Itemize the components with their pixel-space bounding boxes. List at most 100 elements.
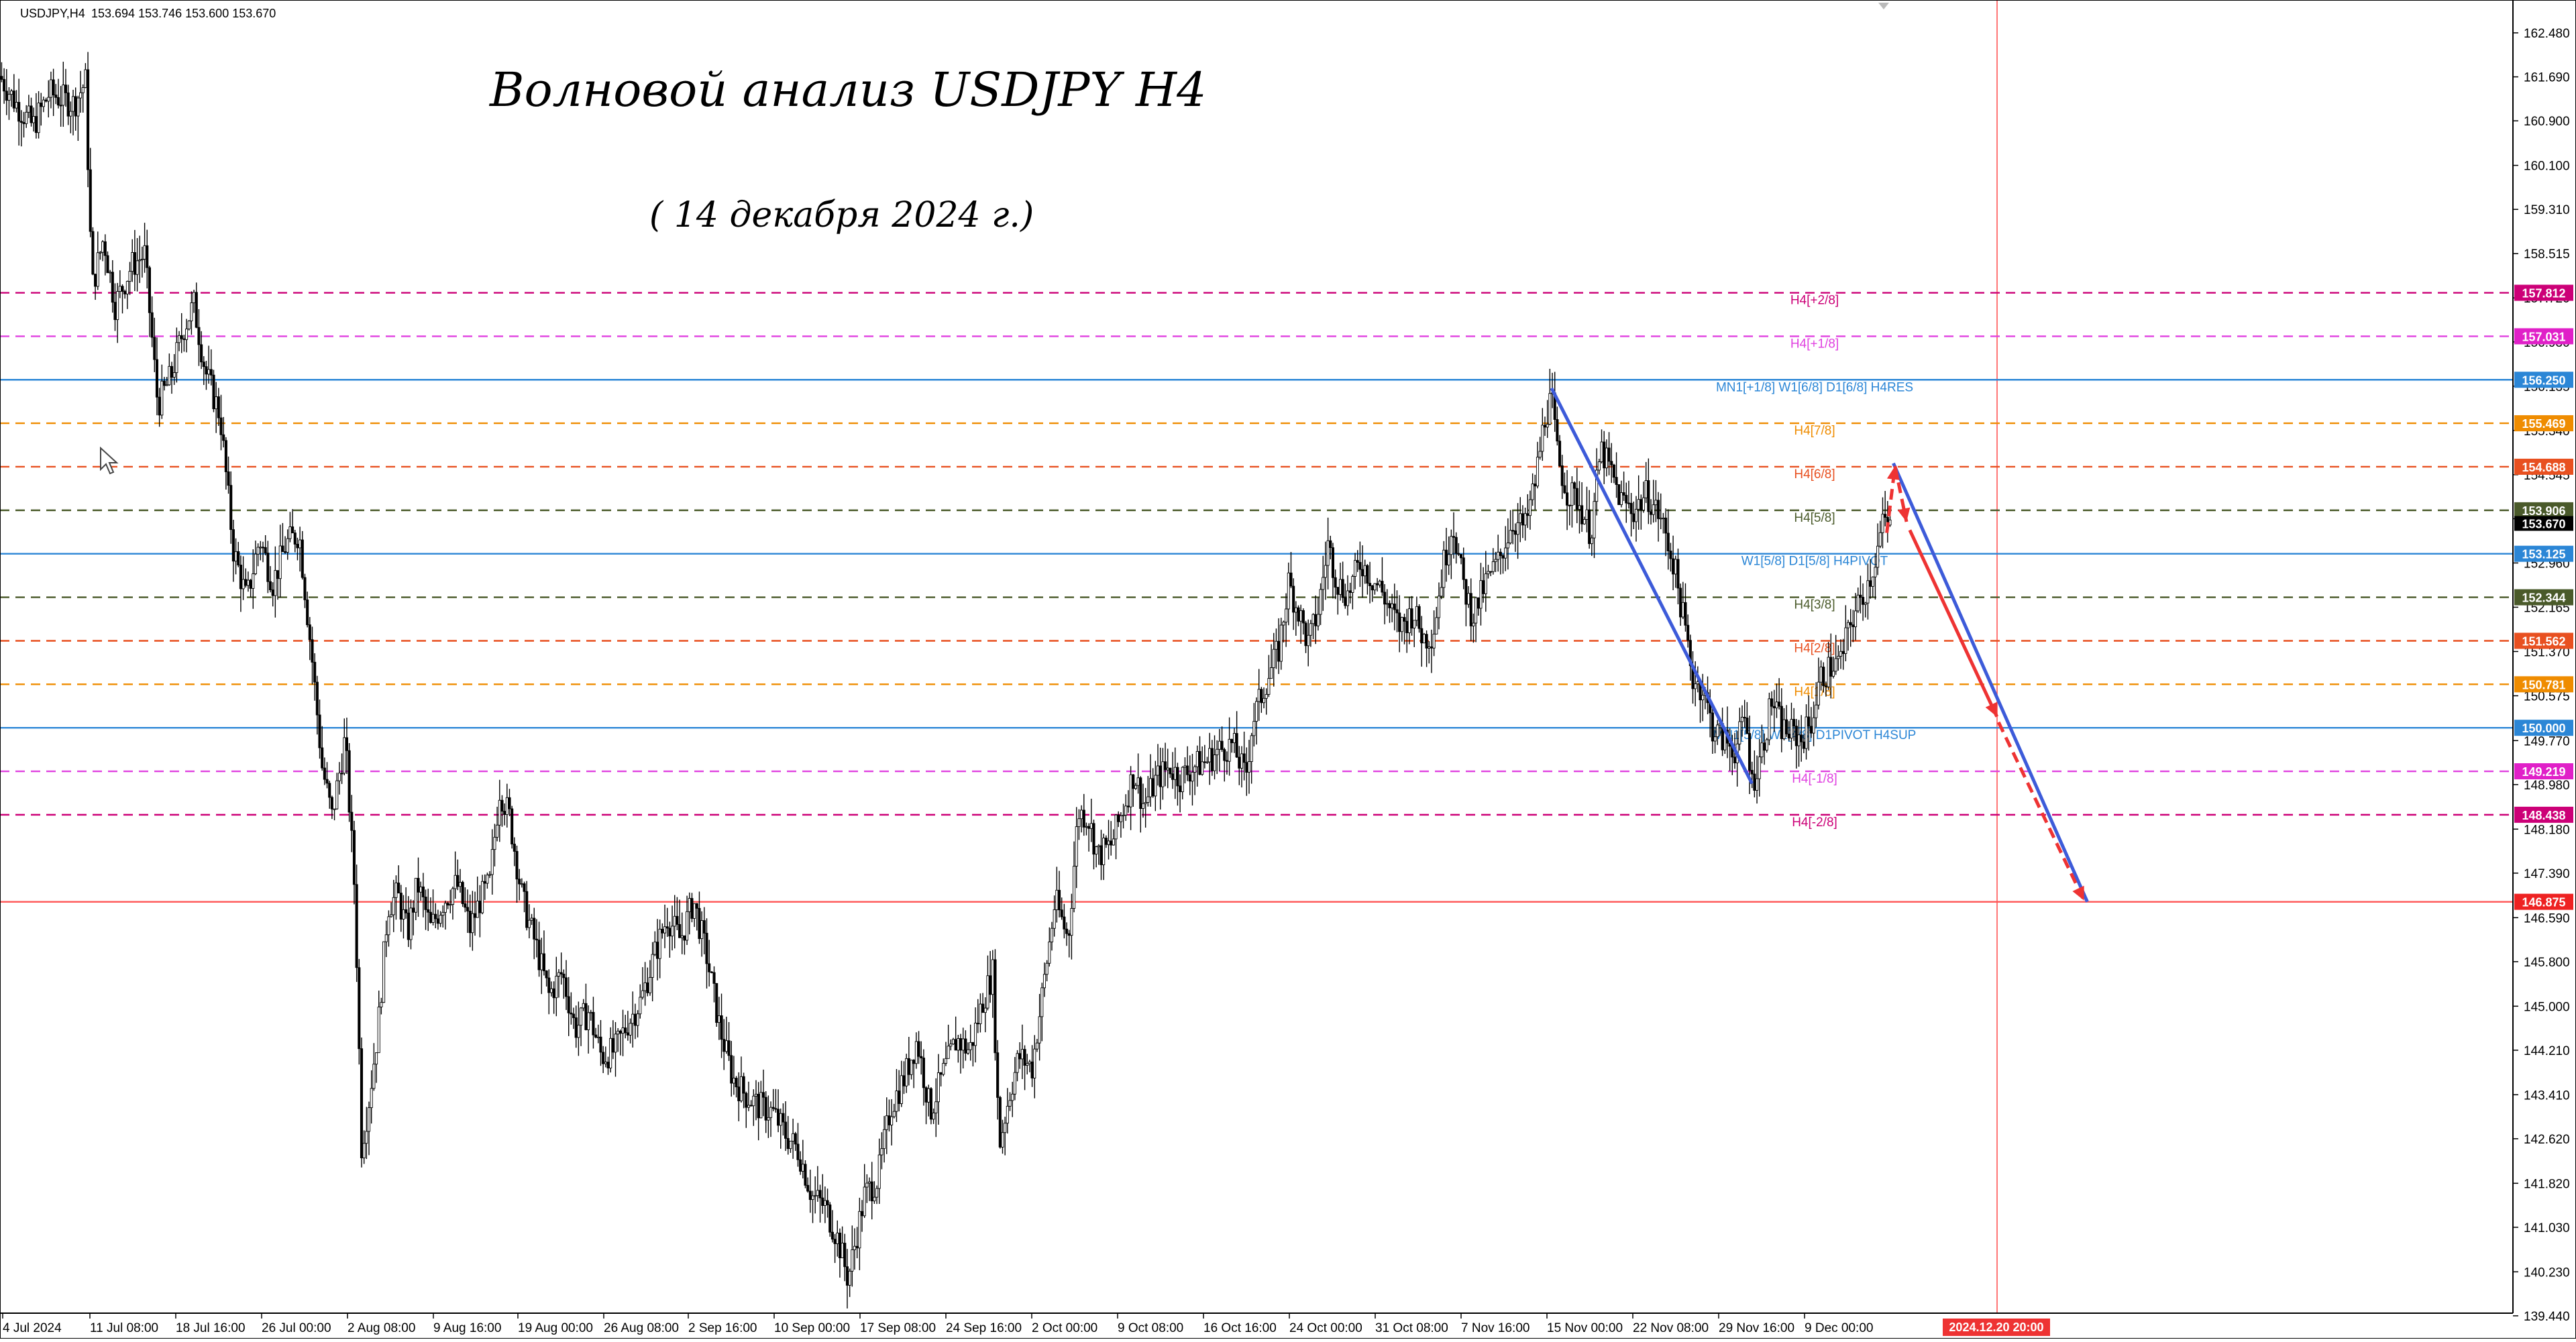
price-tag [2514,720,2573,736]
candle-body [1831,671,1835,677]
candle-body [924,1087,928,1103]
candle-body [1205,761,1209,763]
x-tick-label: 9 Aug 16:00 [433,1321,501,1335]
candle-body [162,380,166,386]
candle-body [1536,457,1540,487]
candle-body [1681,602,1684,618]
candle-body [661,928,664,934]
candle-body [833,1239,837,1244]
candle-body [1092,823,1095,855]
candle-body [1247,761,1251,773]
candle-body [318,714,321,748]
candle-body [1166,767,1169,771]
candle-body [1216,748,1219,756]
level-label: H4[6/8] [1794,467,1835,482]
candle-body [193,292,196,303]
candle-body [466,907,470,911]
candle-body [511,808,514,845]
candle-body [458,882,462,887]
candle-body [1578,505,1581,510]
candle-body [1450,536,1453,555]
candle-body [1659,518,1662,520]
candle-body [1556,419,1559,442]
candle-body [1260,689,1263,704]
candle-body [1097,845,1100,847]
level-label: H4[-2/8] [1792,816,1837,830]
candle-body [1632,513,1635,522]
candle-body [643,982,647,991]
candle-body [1265,693,1268,699]
candle-body [382,941,386,1003]
candle-body [1807,716,1811,727]
candle-body [732,1078,735,1084]
candle-body [1629,502,1633,514]
candle-body [1447,554,1450,565]
level-label: H4[5/8] [1794,511,1835,525]
price-tag-label: 148.438 [2522,809,2565,822]
candle-body [1198,750,1201,775]
candle-body [1067,933,1071,936]
price-tag [2514,763,2573,780]
candle-body [1595,469,1599,502]
candle-body [1218,740,1221,750]
candle-body [885,1115,888,1130]
candle-body [12,91,15,109]
candle-body [927,1088,930,1103]
candle-body [1371,585,1374,591]
candle-body [619,1030,622,1034]
candle-body [1289,572,1293,587]
candle-body [1110,840,1113,846]
candle-body [1099,845,1103,865]
candle-body [841,1243,844,1258]
candle-body [299,539,302,549]
candle-body [639,997,642,1015]
candle-body [757,1094,760,1119]
candle-body [212,374,215,410]
candle-body [1368,583,1372,586]
candle-body [690,898,694,919]
candle-body [611,1038,614,1053]
candle-body [951,1039,955,1045]
candle-body [1038,1016,1041,1044]
candle-body [1649,511,1653,515]
candle-body [291,526,294,534]
candle-body [806,1184,810,1192]
price-tag-label: 156.250 [2522,374,2565,387]
level-label: MN1[+1/8] W1[6/8] D1[6/8] H4RES [1716,380,1913,394]
candle-body [981,1003,985,1013]
candle-body [922,1058,925,1088]
candle-body [370,1088,373,1109]
candle-body [602,1052,605,1064]
candle-body [1479,580,1483,609]
candle-body [278,545,282,579]
price-tag-label: 149.219 [2522,765,2565,779]
candle-body [419,886,423,893]
y-tick-label: 158.515 [2524,247,2570,262]
candle-body [658,928,661,959]
candle-body [944,1058,948,1064]
candle-body [747,1105,751,1108]
candle-body [1672,558,1675,575]
candle-body [1694,683,1697,689]
candle-body [158,396,161,416]
candle-body [1489,571,1493,573]
candle-body [1136,777,1140,786]
candle-body [961,1038,965,1051]
candle-body [700,920,704,940]
candle-body [1654,500,1658,506]
y-tick-label: 145.000 [2524,1000,2570,1014]
candle-body [1425,634,1428,649]
candle-body [308,624,311,640]
candle-body [1173,767,1177,780]
candle-body [932,1113,935,1120]
candle-body [1511,530,1515,532]
candle-body [1013,1072,1016,1095]
price-tag [2514,589,2573,606]
candle-body [155,359,159,398]
candle-body [464,903,467,908]
candle-body [1797,734,1801,746]
candle-body [870,1181,873,1202]
x-tick-label: 11 Jul 08:00 [90,1321,158,1335]
